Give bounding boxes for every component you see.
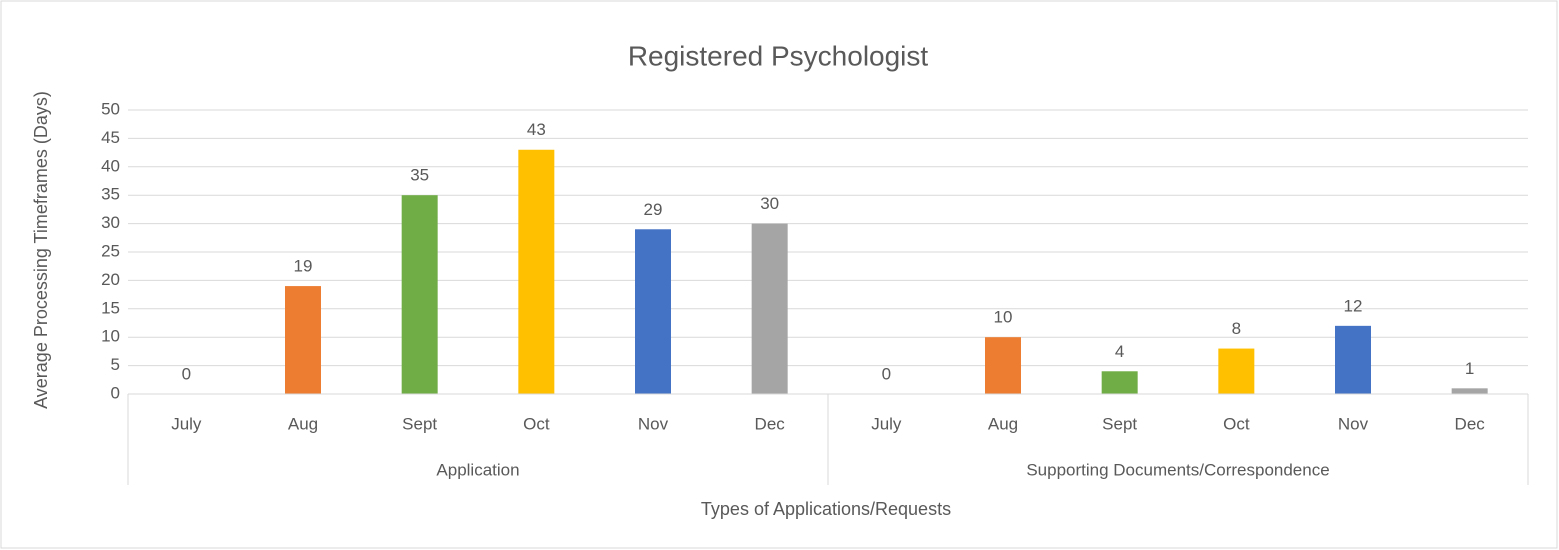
x-tick-label: Sept: [1102, 414, 1137, 433]
group-label: Application: [436, 460, 519, 479]
y-tick-label: 0: [111, 383, 120, 402]
data-label: 4: [1115, 342, 1124, 361]
bar: [1335, 325, 1371, 394]
data-label: 35: [410, 166, 429, 185]
chart-title: Registered Psychologist: [628, 40, 929, 71]
bar: [1101, 371, 1138, 394]
bar: [635, 229, 671, 394]
bar: [1218, 348, 1255, 394]
group-label: Supporting Documents/Correspondence: [1026, 460, 1329, 479]
data-label: 43: [527, 120, 546, 139]
data-label: 0: [882, 364, 891, 383]
y-tick-label: 10: [101, 327, 120, 346]
y-tick-label: 25: [101, 241, 120, 260]
y-tick-label: 20: [101, 270, 120, 289]
y-tick-label: 35: [101, 185, 120, 204]
y-axis-title: Average Processing Timeframes (Days): [31, 91, 51, 409]
x-tick-label: July: [171, 414, 202, 433]
y-tick-label: 5: [111, 355, 120, 374]
y-tick-label: 15: [101, 298, 120, 317]
x-tick-label: Dec: [1455, 414, 1486, 433]
data-label: 30: [760, 194, 779, 213]
bar: [751, 223, 788, 394]
bar: [285, 286, 321, 394]
x-tick-label: July: [871, 414, 902, 433]
data-label: 8: [1232, 319, 1241, 338]
x-tick-label: Dec: [755, 414, 786, 433]
x-tick-label: Nov: [638, 414, 669, 433]
data-label: 0: [182, 364, 191, 383]
data-label: 19: [294, 257, 313, 276]
x-tick-label: Sept: [402, 414, 437, 433]
bar: [1451, 388, 1488, 394]
bar: [985, 337, 1021, 394]
x-tick-label: Aug: [988, 414, 1018, 433]
bar: [401, 195, 438, 394]
y-tick-label: 45: [101, 128, 120, 147]
y-tick-label: 30: [101, 213, 120, 232]
x-tick-label: Nov: [1338, 414, 1369, 433]
data-label: 12: [1344, 296, 1363, 315]
bar: [518, 149, 555, 394]
x-tick-label: Oct: [523, 414, 550, 433]
x-tick-label: Aug: [288, 414, 318, 433]
x-tick-label: Oct: [1223, 414, 1250, 433]
y-tick-label: 40: [101, 156, 120, 175]
y-tick-label: 50: [101, 99, 120, 118]
x-axis-title: Types of Applications/Requests: [701, 499, 951, 519]
data-label: 1: [1465, 359, 1474, 378]
data-label: 29: [644, 200, 663, 219]
data-label: 10: [994, 308, 1013, 327]
